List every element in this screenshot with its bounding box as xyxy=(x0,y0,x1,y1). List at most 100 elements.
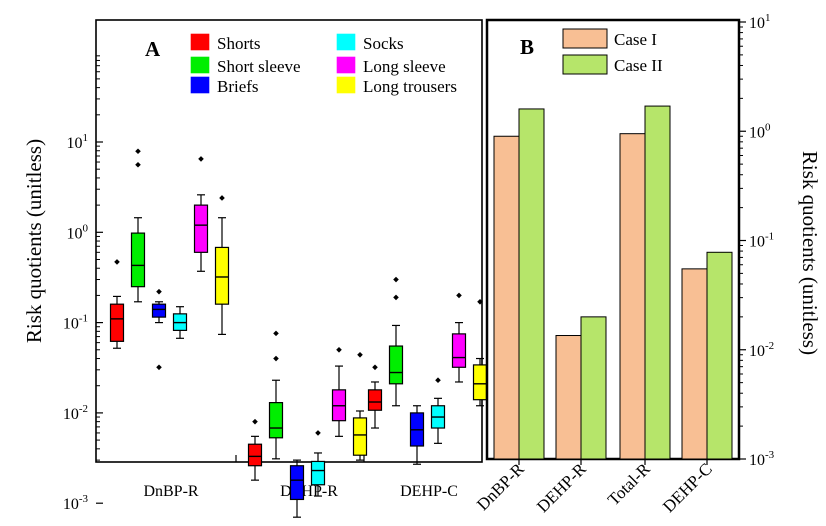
y-tick-label: 10-2 xyxy=(63,403,88,423)
box-dehp-r-long-sleeve xyxy=(331,346,347,437)
box-dehp-r-long-trousers xyxy=(352,351,368,461)
box-iqr xyxy=(247,443,263,467)
bar-dehp-r-case-ii xyxy=(580,316,607,460)
box-iqr xyxy=(268,402,284,439)
y-tick-label: 101 xyxy=(67,132,89,152)
x-tick-label: DEHP-C xyxy=(659,459,716,516)
box-iqr xyxy=(451,333,467,368)
box-dehp-r-short-sleeve xyxy=(268,330,284,460)
x-tick-label: DEHP-R xyxy=(280,483,338,500)
legend-swatch-case-i xyxy=(562,28,608,49)
x-tick-label: DEHP-R xyxy=(533,459,590,516)
y-tick-label: 100 xyxy=(749,121,771,141)
bar-dehp-c-case-i xyxy=(681,268,708,460)
panel-a-label: A xyxy=(145,37,161,61)
outlier-point xyxy=(393,294,399,301)
legend-label-briefs: Briefs xyxy=(217,77,259,96)
outlier-point xyxy=(372,364,378,371)
box-dehp-c-briefs xyxy=(409,405,425,465)
box-iqr xyxy=(472,364,488,401)
box-dnbp-r-briefs xyxy=(151,288,167,371)
outlier-point xyxy=(273,355,279,362)
box-dnbp-r-socks xyxy=(172,306,188,339)
legend-swatch-socks xyxy=(336,33,356,51)
panel-b-frame xyxy=(485,18,741,461)
y-tick-label: 100 xyxy=(67,222,89,242)
panel-a-y-ticks: 10-3 10-2 10-1 100 101 xyxy=(63,55,103,513)
legend-swatch-shorts xyxy=(190,33,210,51)
panel-b-y-ticks: 10-3 10-2 10-1 100 101 xyxy=(739,12,775,469)
panel-b-x-ticks: DnBP-R DEHP-R Total-R DEHP-C xyxy=(473,459,716,516)
box-dehp-r-briefs xyxy=(289,459,305,518)
box-dnbp-r-long-trousers xyxy=(214,195,230,336)
outlier-point xyxy=(135,148,141,155)
box-dnbp-r-shorts xyxy=(109,259,125,349)
box-dehp-c-shorts xyxy=(367,364,383,429)
legend-swatch-briefs xyxy=(190,76,210,94)
y-tick-label: 10-3 xyxy=(63,493,89,513)
outlier-point xyxy=(435,377,441,384)
outlier-point xyxy=(219,195,225,201)
bar-dehp-c-case-ii xyxy=(706,251,733,460)
box-iqr xyxy=(151,303,167,318)
panel-b-legend: Case I Case II xyxy=(562,28,663,75)
box-iqr xyxy=(130,232,146,288)
x-tick-label: Total-R xyxy=(604,459,654,509)
y-tick-label: 10-3 xyxy=(749,449,775,469)
outlier-point xyxy=(336,346,342,353)
panel-b-bars xyxy=(493,105,733,460)
box-dehp-r-socks xyxy=(310,430,326,497)
y-tick-label: 10-1 xyxy=(63,313,88,333)
bar-total-r-case-ii xyxy=(644,105,671,460)
bar-dnbp-r-case-i xyxy=(493,135,520,460)
outlier-point xyxy=(456,292,462,299)
outlier-point xyxy=(477,298,483,305)
bar-dnbp-r-case-ii xyxy=(518,108,545,460)
legend-label-long-trousers: Long trousers xyxy=(363,77,457,96)
box-iqr xyxy=(352,417,368,456)
box-dehp-c-socks xyxy=(430,377,446,444)
panel-b-label: B xyxy=(520,35,534,59)
panel-a: A Risk quotients (unitless) 10-3 10-2 10-1… xyxy=(22,19,488,518)
legend-label-socks: Socks xyxy=(363,34,404,53)
outlier-point xyxy=(156,288,162,295)
outlier-point xyxy=(273,330,279,337)
box-dehp-c-long-trousers xyxy=(472,298,488,407)
legend-swatch-case-ii xyxy=(562,54,608,75)
box-dnbp-r-short-sleeve xyxy=(130,148,146,303)
box-iqr xyxy=(310,460,326,486)
outlier-point xyxy=(135,161,141,168)
box-dehp-c-long-sleeve xyxy=(451,292,467,383)
outlier-point xyxy=(357,351,363,358)
legend-label-case-i: Case I xyxy=(614,30,657,49)
y-tick-label: 101 xyxy=(749,12,771,32)
outlier-point xyxy=(114,259,120,265)
x-tick-label: DnBP-R xyxy=(143,483,198,500)
y-tick-label: 10-2 xyxy=(749,340,774,360)
outlier-point xyxy=(198,156,204,162)
y-tick-label: 10-1 xyxy=(749,231,774,251)
box-iqr xyxy=(109,303,125,342)
legend-swatch-long-sleeve xyxy=(336,56,356,74)
legend-label-shorts: Shorts xyxy=(217,34,260,53)
legend-label-long-sleeve: Long sleeve xyxy=(363,57,446,76)
box-dehp-c-short-sleeve xyxy=(388,276,404,407)
outlier-point xyxy=(393,276,399,283)
outlier-point xyxy=(156,364,162,371)
legend-swatch-long-trousers xyxy=(336,76,356,94)
bar-total-r-case-i xyxy=(619,133,646,460)
box-iqr xyxy=(214,246,230,305)
x-tick-label: DEHP-C xyxy=(400,483,458,500)
x-tick-label: DnBP-R xyxy=(473,459,528,514)
box-iqr xyxy=(193,204,209,253)
legend-swatch-short-sleeve xyxy=(190,56,210,74)
panel-b: B Risk quotients (unitless) 10-3 10-2 10-1… xyxy=(473,12,822,516)
bar-dehp-r-case-i xyxy=(555,335,582,460)
box-dnbp-r-long-sleeve xyxy=(193,156,209,272)
panel-a-y-axis-label: Risk quotients (unitless) xyxy=(22,139,46,343)
outlier-point xyxy=(252,418,258,425)
box-iqr xyxy=(388,345,404,385)
box-dehp-r-shorts xyxy=(247,418,263,481)
